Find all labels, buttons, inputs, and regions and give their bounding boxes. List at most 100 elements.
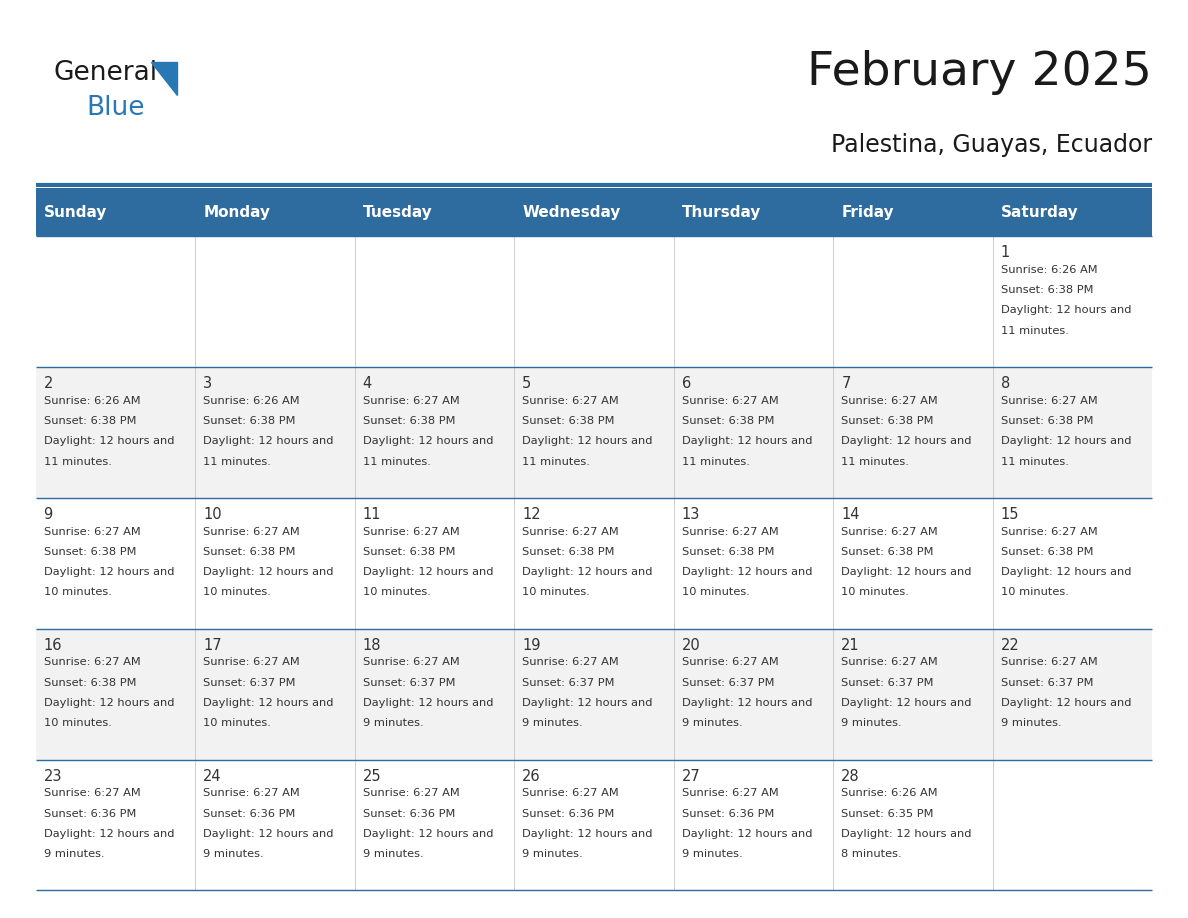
Bar xyxy=(355,629,514,759)
Text: Sunset: 6:36 PM: Sunset: 6:36 PM xyxy=(523,809,614,819)
Text: Sunrise: 6:26 AM: Sunrise: 6:26 AM xyxy=(1000,264,1098,274)
Text: 9 minutes.: 9 minutes. xyxy=(523,718,583,728)
Text: Daylight: 12 hours and: Daylight: 12 hours and xyxy=(841,829,972,839)
Text: 21: 21 xyxy=(841,638,860,653)
Text: Sunrise: 6:26 AM: Sunrise: 6:26 AM xyxy=(841,789,937,799)
Text: 9 minutes.: 9 minutes. xyxy=(682,718,742,728)
Text: Sunset: 6:38 PM: Sunset: 6:38 PM xyxy=(523,416,614,426)
Bar xyxy=(993,236,1152,367)
Bar xyxy=(674,236,833,367)
Bar xyxy=(355,236,514,367)
Text: 10 minutes.: 10 minutes. xyxy=(1000,588,1069,598)
Text: 13: 13 xyxy=(682,507,700,522)
Text: Sunset: 6:37 PM: Sunset: 6:37 PM xyxy=(523,677,614,688)
Bar xyxy=(195,236,355,367)
Text: Sunset: 6:38 PM: Sunset: 6:38 PM xyxy=(523,547,614,557)
Text: 27: 27 xyxy=(682,768,701,784)
Text: Sunrise: 6:27 AM: Sunrise: 6:27 AM xyxy=(682,527,778,536)
Text: 9 minutes.: 9 minutes. xyxy=(203,849,264,859)
Text: Sunrise: 6:27 AM: Sunrise: 6:27 AM xyxy=(523,789,619,799)
Text: Daylight: 12 hours and: Daylight: 12 hours and xyxy=(841,436,972,446)
Text: Daylight: 12 hours and: Daylight: 12 hours and xyxy=(203,829,334,839)
Text: Friday: Friday xyxy=(841,205,893,219)
Text: Sunset: 6:38 PM: Sunset: 6:38 PM xyxy=(1000,416,1093,426)
Text: Sunset: 6:38 PM: Sunset: 6:38 PM xyxy=(44,677,137,688)
Text: Daylight: 12 hours and: Daylight: 12 hours and xyxy=(682,567,813,577)
Bar xyxy=(833,188,993,236)
Bar xyxy=(674,367,833,498)
Text: Daylight: 12 hours and: Daylight: 12 hours and xyxy=(362,698,493,708)
Text: Sunrise: 6:27 AM: Sunrise: 6:27 AM xyxy=(523,657,619,667)
Text: Sunset: 6:37 PM: Sunset: 6:37 PM xyxy=(203,677,296,688)
Bar xyxy=(993,498,1152,629)
Text: Sunset: 6:36 PM: Sunset: 6:36 PM xyxy=(362,809,455,819)
Text: 8: 8 xyxy=(1000,376,1010,391)
Bar xyxy=(833,367,993,498)
Text: Daylight: 12 hours and: Daylight: 12 hours and xyxy=(841,698,972,708)
Bar xyxy=(36,236,195,367)
Text: Daylight: 12 hours and: Daylight: 12 hours and xyxy=(523,829,652,839)
Text: Sunrise: 6:27 AM: Sunrise: 6:27 AM xyxy=(682,657,778,667)
Text: Daylight: 12 hours and: Daylight: 12 hours and xyxy=(44,698,175,708)
Text: 5: 5 xyxy=(523,376,531,391)
Text: Sunset: 6:38 PM: Sunset: 6:38 PM xyxy=(841,416,934,426)
Text: 28: 28 xyxy=(841,768,860,784)
Text: Thursday: Thursday xyxy=(682,205,762,219)
Text: 17: 17 xyxy=(203,638,222,653)
Text: General: General xyxy=(53,60,158,85)
Bar xyxy=(195,188,355,236)
Text: Sunrise: 6:27 AM: Sunrise: 6:27 AM xyxy=(203,789,299,799)
Text: 3: 3 xyxy=(203,376,213,391)
Text: Saturday: Saturday xyxy=(1000,205,1079,219)
Text: Sunset: 6:38 PM: Sunset: 6:38 PM xyxy=(1000,285,1093,295)
Text: 25: 25 xyxy=(362,768,381,784)
Text: Daylight: 12 hours and: Daylight: 12 hours and xyxy=(44,567,175,577)
Text: 11 minutes.: 11 minutes. xyxy=(841,456,909,466)
Text: Sunset: 6:38 PM: Sunset: 6:38 PM xyxy=(44,547,137,557)
Text: 22: 22 xyxy=(1000,638,1019,653)
Text: Daylight: 12 hours and: Daylight: 12 hours and xyxy=(682,829,813,839)
Text: Blue: Blue xyxy=(87,95,145,120)
Bar xyxy=(674,498,833,629)
Bar xyxy=(355,759,514,890)
Text: Sunrise: 6:27 AM: Sunrise: 6:27 AM xyxy=(203,527,299,536)
Text: Sunrise: 6:27 AM: Sunrise: 6:27 AM xyxy=(1000,657,1098,667)
Bar xyxy=(36,367,195,498)
Text: 10 minutes.: 10 minutes. xyxy=(362,588,430,598)
Bar xyxy=(993,629,1152,759)
Bar xyxy=(36,759,195,890)
Text: 9 minutes.: 9 minutes. xyxy=(1000,718,1061,728)
Bar xyxy=(833,629,993,759)
Text: 7: 7 xyxy=(841,376,851,391)
Text: Daylight: 12 hours and: Daylight: 12 hours and xyxy=(1000,306,1131,315)
Bar xyxy=(514,367,674,498)
Text: Sunset: 6:36 PM: Sunset: 6:36 PM xyxy=(203,809,296,819)
Bar xyxy=(514,236,674,367)
Text: Sunset: 6:37 PM: Sunset: 6:37 PM xyxy=(362,677,455,688)
Text: Monday: Monday xyxy=(203,205,270,219)
Text: Sunrise: 6:27 AM: Sunrise: 6:27 AM xyxy=(44,657,140,667)
Text: February 2025: February 2025 xyxy=(808,50,1152,95)
Text: 10 minutes.: 10 minutes. xyxy=(44,718,112,728)
Text: Sunset: 6:38 PM: Sunset: 6:38 PM xyxy=(682,416,775,426)
Bar xyxy=(833,498,993,629)
Text: 10 minutes.: 10 minutes. xyxy=(203,718,271,728)
Text: Daylight: 12 hours and: Daylight: 12 hours and xyxy=(1000,436,1131,446)
Text: Sunrise: 6:27 AM: Sunrise: 6:27 AM xyxy=(362,657,460,667)
Text: Sunset: 6:37 PM: Sunset: 6:37 PM xyxy=(1000,677,1093,688)
Text: 11: 11 xyxy=(362,507,381,522)
Text: 26: 26 xyxy=(523,768,541,784)
Text: 6: 6 xyxy=(682,376,691,391)
Bar xyxy=(993,188,1152,236)
Text: Daylight: 12 hours and: Daylight: 12 hours and xyxy=(1000,567,1131,577)
Text: Sunrise: 6:27 AM: Sunrise: 6:27 AM xyxy=(523,527,619,536)
Text: Daylight: 12 hours and: Daylight: 12 hours and xyxy=(523,698,652,708)
Text: Sunrise: 6:27 AM: Sunrise: 6:27 AM xyxy=(203,657,299,667)
Text: Daylight: 12 hours and: Daylight: 12 hours and xyxy=(44,436,175,446)
Text: 11 minutes.: 11 minutes. xyxy=(523,456,590,466)
Text: Sunset: 6:37 PM: Sunset: 6:37 PM xyxy=(682,677,775,688)
Bar xyxy=(195,759,355,890)
Text: 12: 12 xyxy=(523,507,541,522)
Bar xyxy=(993,759,1152,890)
Text: 11 minutes.: 11 minutes. xyxy=(44,456,112,466)
